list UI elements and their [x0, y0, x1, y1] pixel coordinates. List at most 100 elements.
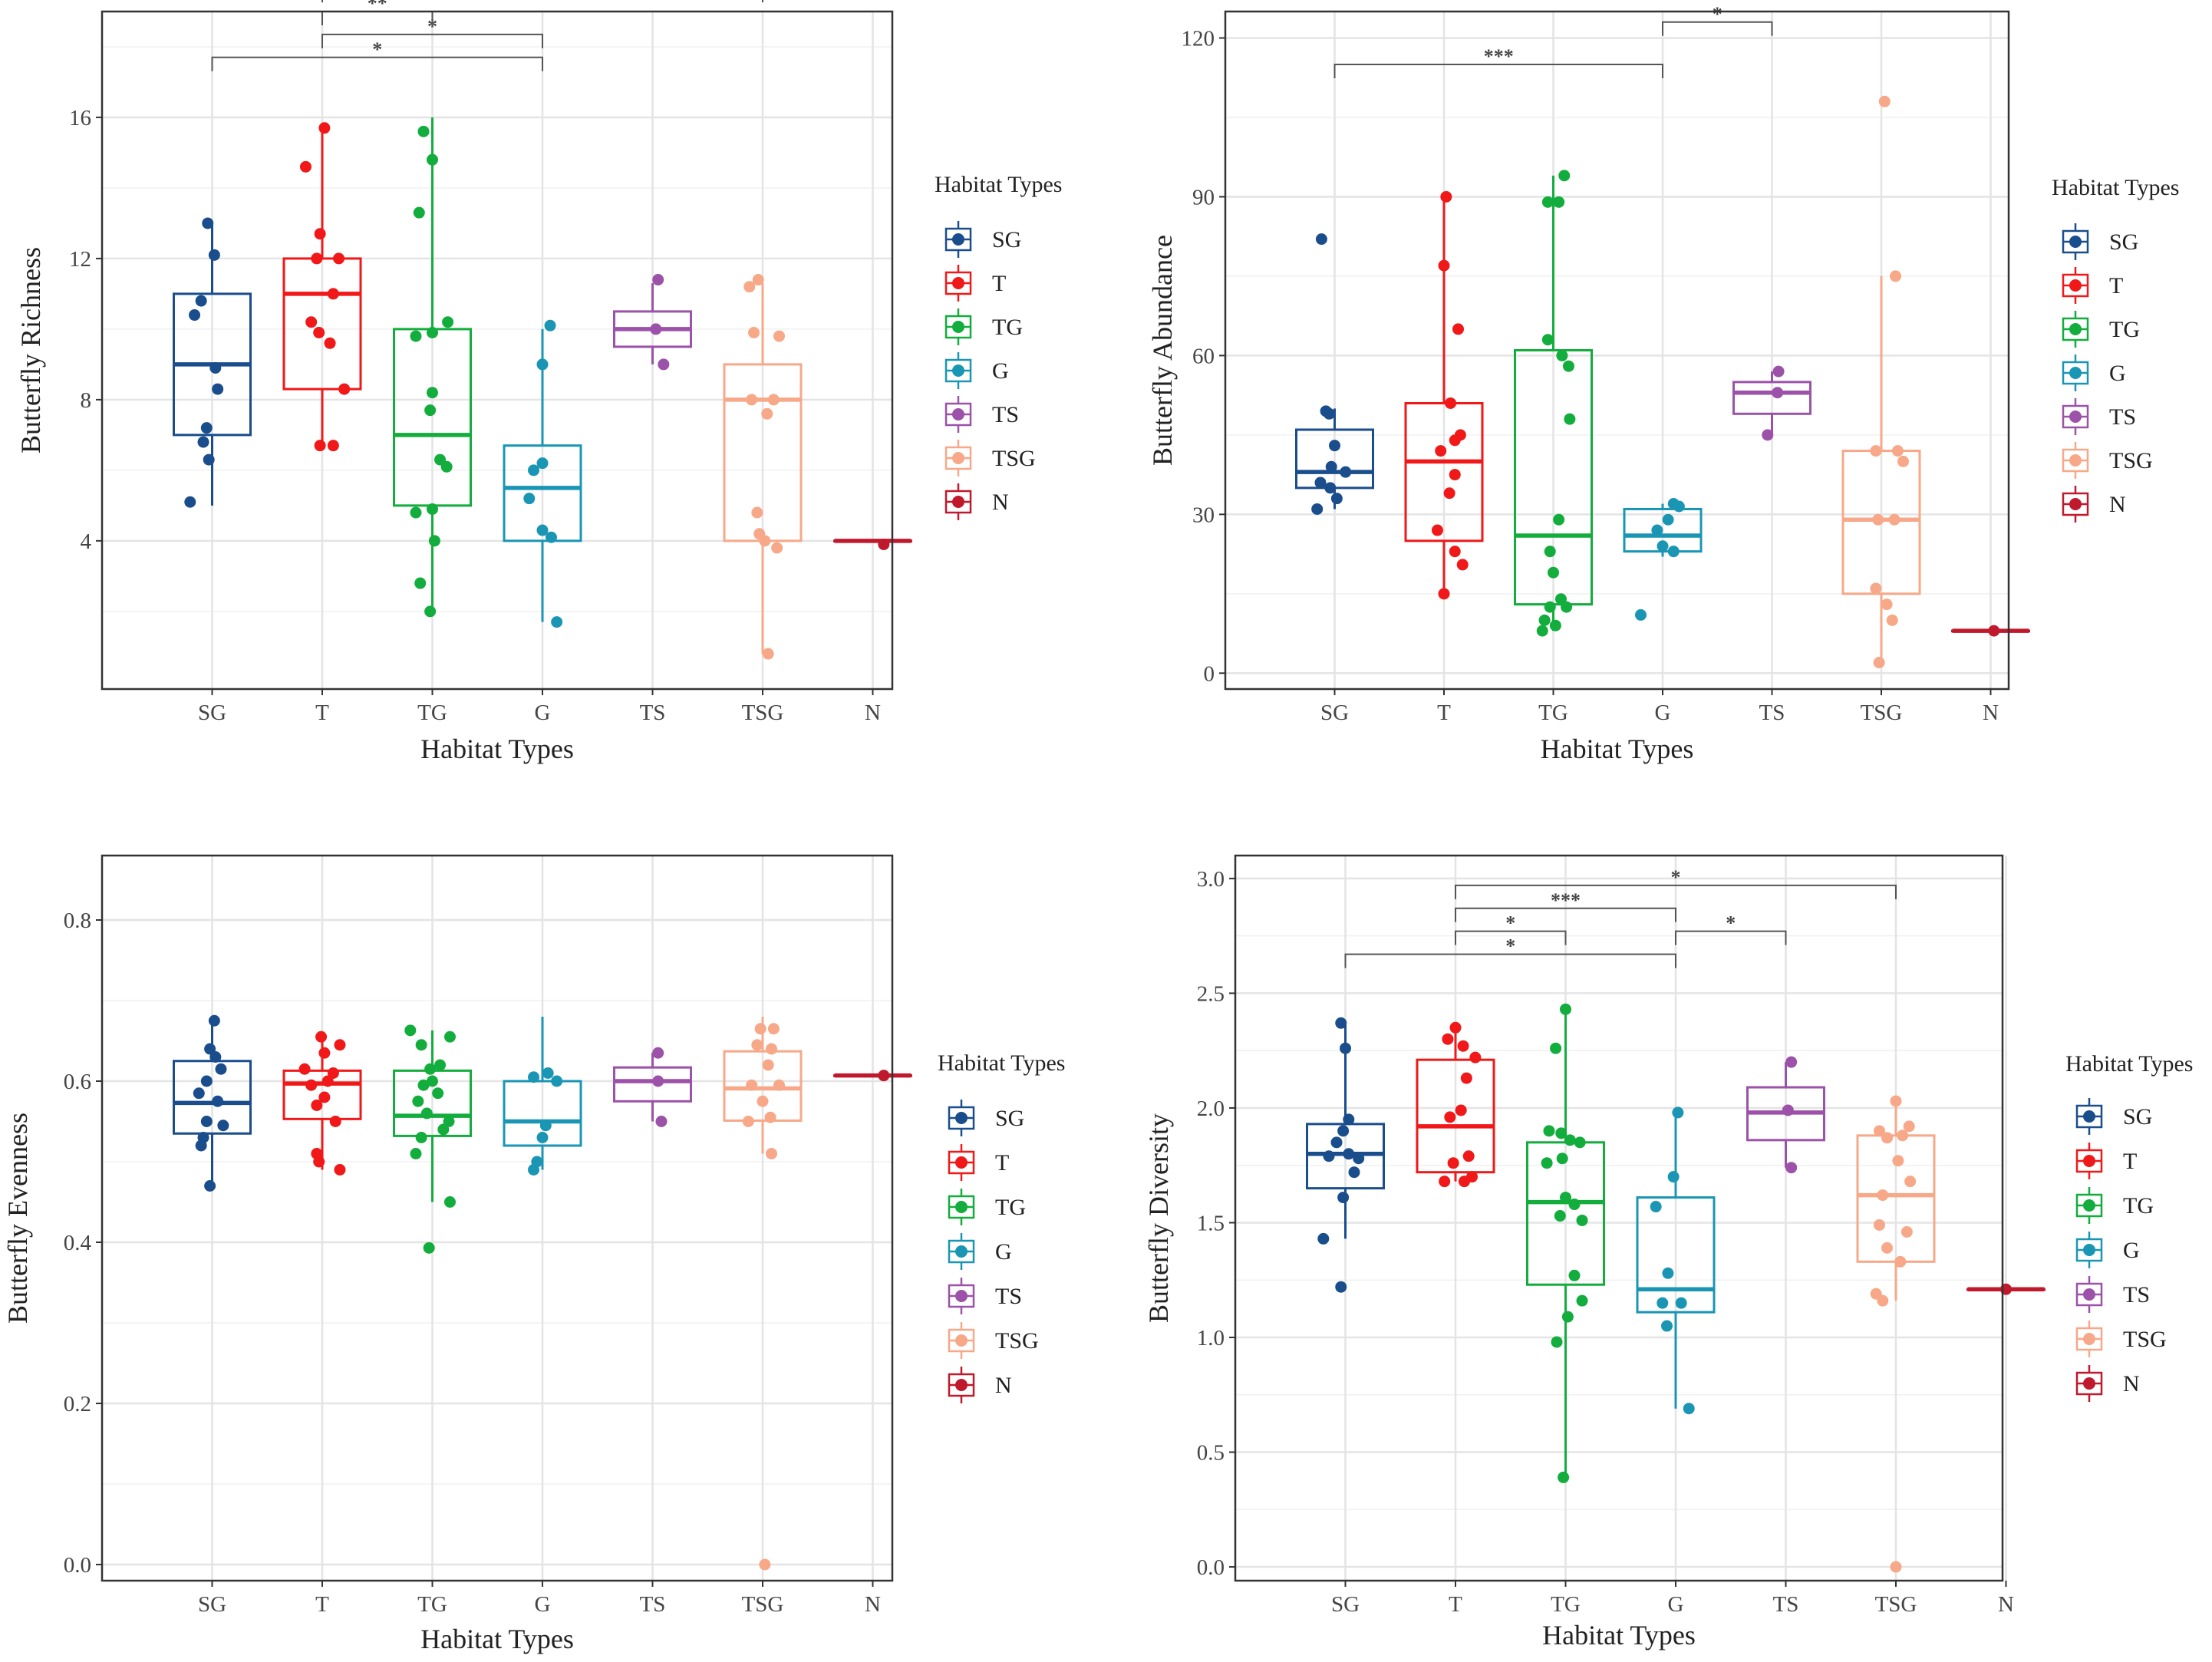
- data-point: [424, 404, 437, 417]
- data-point: [1782, 1104, 1794, 1116]
- data-point: [1785, 1162, 1798, 1174]
- y-tick-label: 0.0: [1197, 1555, 1225, 1580]
- legend-key-point: [952, 408, 964, 420]
- data-point: [1662, 513, 1674, 526]
- box-body: [503, 444, 582, 542]
- data-point: [338, 383, 351, 395]
- data-point: [1541, 1157, 1553, 1169]
- data-point: [417, 1079, 430, 1091]
- data-point: [318, 122, 331, 134]
- chart-panel-4: ** *****0.00.51.01.52.02.53.0SG T TG G TS TSG N…: [1143, 854, 2193, 1650]
- legend-item-T: T: [948, 1144, 1009, 1181]
- points-TS: [650, 274, 670, 371]
- data-point: [1988, 625, 2000, 637]
- significance-label: *: [372, 38, 382, 61]
- box-body: [1416, 1058, 1495, 1174]
- data-point: [1457, 1040, 1469, 1052]
- legend-label: TG: [992, 315, 1023, 340]
- data-point: [1323, 407, 1335, 420]
- data-point: [536, 457, 549, 470]
- significance-bracket: *: [1662, 3, 1773, 36]
- data-point: [528, 1164, 540, 1176]
- data-point: [1667, 546, 1680, 558]
- points-SG: [184, 217, 224, 508]
- data-point: [1560, 1003, 1571, 1015]
- data-point: [299, 160, 312, 173]
- legend-key-point: [2069, 236, 2082, 248]
- y-tick-label: 3.0: [1197, 867, 1225, 892]
- data-point: [1541, 196, 1554, 208]
- data-point: [1661, 1320, 1673, 1332]
- legend-key-point: [2069, 323, 2082, 335]
- data-point: [1449, 434, 1461, 447]
- data-point: [1439, 1176, 1451, 1188]
- significance-label: ***: [1551, 889, 1581, 912]
- data-point: [1553, 196, 1565, 208]
- data-point: [1886, 614, 1898, 626]
- data-point: [1873, 1125, 1885, 1137]
- panel-border: [1224, 10, 2010, 691]
- data-point: [1762, 429, 1774, 441]
- data-point: [1314, 477, 1327, 489]
- data-point: [1873, 657, 1885, 669]
- data-point: [327, 440, 339, 452]
- data-point: [1650, 1201, 1662, 1213]
- x-tick-label: N: [1983, 701, 1999, 725]
- legend-item-N: N: [2062, 486, 2126, 523]
- y-tick-label: 8: [81, 388, 92, 413]
- significance-bracket: *: [1344, 935, 1676, 968]
- legend-label: N: [995, 1373, 1012, 1398]
- legend-item-G: G: [944, 352, 1009, 389]
- data-point: [327, 1067, 339, 1079]
- points-N: [878, 538, 890, 550]
- legend: Habitat Types SG T TG G TS TSG N: [935, 172, 1062, 520]
- legend-label: TSG: [2123, 1327, 2167, 1352]
- legend-label: T: [995, 1150, 1009, 1176]
- data-point: [420, 1107, 433, 1120]
- legend-label: G: [2123, 1238, 2140, 1263]
- box-body: [723, 1050, 803, 1122]
- data-point: [321, 1075, 334, 1087]
- significance-bracket: *: [1455, 912, 1567, 945]
- y-tick-label: 60: [1192, 344, 1215, 368]
- legend-item-SG: SG: [948, 1100, 1024, 1136]
- data-point: [1460, 1072, 1472, 1084]
- data-point: [1683, 1403, 1695, 1415]
- legend-item-TG: TG: [948, 1189, 1026, 1225]
- y-axis-title: Butterfly Diversity: [1143, 1113, 1174, 1323]
- legend-item-TS: TS: [2075, 1276, 2150, 1313]
- data-point: [743, 281, 756, 293]
- legend-key-point: [955, 1290, 968, 1302]
- legend-label: TS: [992, 402, 1019, 427]
- legend-item-TSG: TSG: [944, 440, 1036, 477]
- legend-label: T: [992, 271, 1006, 296]
- data-point: [878, 1070, 890, 1082]
- data-point: [1562, 360, 1574, 372]
- y-tick-label: 0.8: [64, 908, 91, 933]
- data-point: [315, 1031, 328, 1043]
- data-point: [759, 535, 771, 547]
- data-point: [759, 1558, 771, 1571]
- data-point: [764, 1111, 776, 1123]
- data-point: [1554, 1210, 1566, 1222]
- x-tick-label: TS: [640, 701, 666, 725]
- legend-key-point: [955, 1112, 968, 1124]
- data-point: [404, 1024, 417, 1037]
- y-tick-label: 0.5: [1197, 1441, 1225, 1466]
- x-tick-label: T: [315, 701, 329, 725]
- data-point: [1551, 1336, 1563, 1348]
- data-point: [197, 436, 209, 448]
- x-tick-label: T: [315, 1592, 329, 1617]
- data-point: [536, 358, 549, 371]
- data-point: [1337, 1192, 1350, 1204]
- points-TS: [652, 1047, 668, 1127]
- significance-label: ***: [1484, 45, 1514, 68]
- points-G: [1650, 1106, 1695, 1415]
- significance-bracket: ***: [1455, 889, 1676, 922]
- data-point: [1897, 455, 1909, 467]
- points-T: [298, 1031, 346, 1176]
- legend-item-TSG: TSG: [2062, 442, 2153, 479]
- legend-key-point: [2083, 1155, 2095, 1167]
- data-point: [1576, 1294, 1588, 1307]
